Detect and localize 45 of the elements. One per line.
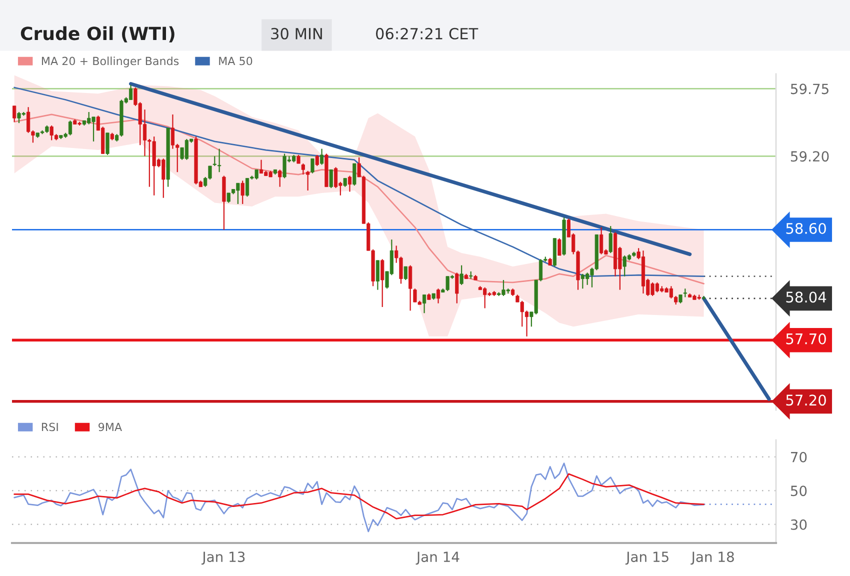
x-tick-label: Jan 15 xyxy=(625,552,668,565)
legend-label: MA 50 xyxy=(219,56,252,66)
candlestick xyxy=(455,272,459,304)
y-tick-label: 30 xyxy=(790,519,807,530)
candlestick xyxy=(460,264,464,286)
candlestick xyxy=(278,169,282,188)
legend-label: RSI xyxy=(42,422,58,432)
y-tick-label: 70 xyxy=(791,452,807,462)
candlestick xyxy=(608,226,612,254)
ref-line-label: 57.20 xyxy=(786,394,826,406)
candlestick xyxy=(348,175,352,192)
legend-label: MA 20 + Bollinger Bands xyxy=(42,56,179,68)
ref-line-label: 57.70 xyxy=(786,333,826,344)
text: 06:27:21 CET xyxy=(376,28,478,40)
candlestick xyxy=(558,238,562,256)
candlestick xyxy=(408,264,412,312)
candlestick xyxy=(310,158,314,174)
ref-line-label: 58.04 xyxy=(786,292,826,303)
candlestick xyxy=(376,260,380,290)
legend-label: 9MA xyxy=(98,422,122,432)
candlestick xyxy=(240,180,244,205)
x-tick-label: Jan 18 xyxy=(690,552,734,565)
y-tick-label: 59.75 xyxy=(790,84,828,94)
candlestick xyxy=(422,294,426,314)
y-tick-label: 59.20 xyxy=(790,151,829,162)
ref-line-label: 58.60 xyxy=(786,222,826,234)
candlestick xyxy=(301,162,305,176)
candlestick xyxy=(320,148,324,166)
candlestick xyxy=(218,148,222,173)
candlestick xyxy=(306,170,310,192)
candlestick xyxy=(106,132,110,156)
text: 30 MIN xyxy=(271,28,322,40)
y-tick-label: 50 xyxy=(790,486,807,496)
candlestick xyxy=(404,266,408,281)
candlestick xyxy=(212,156,216,167)
candlestick xyxy=(329,169,333,189)
x-tick-label: Jan 13 xyxy=(201,552,245,565)
candlestick xyxy=(12,105,16,122)
line-series xyxy=(14,473,704,520)
candlestick xyxy=(436,288,440,304)
chart-title: Crude Oil (WTI) xyxy=(20,26,174,42)
x-tick-label: Jan 14 xyxy=(416,552,460,565)
candlestick xyxy=(380,258,384,308)
candlestick xyxy=(352,162,356,186)
candlestick xyxy=(315,154,319,167)
